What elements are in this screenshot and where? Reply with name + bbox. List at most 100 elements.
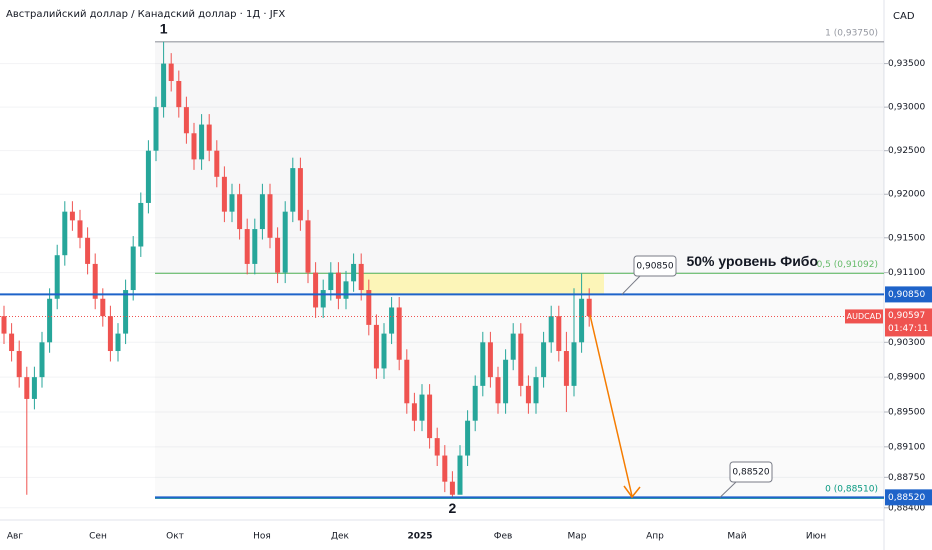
candle-body [221,176,227,212]
candle-body [419,394,425,421]
price-badge-label: 0,90850 [888,290,925,300]
price-badge [885,489,932,506]
candle-body [191,133,197,160]
callout-box [729,461,773,483]
candle-body [434,438,440,456]
callout-pointer [719,481,737,498]
candle-body [92,263,98,299]
candle-body [305,220,311,273]
price-badge-label: 0,88520 [888,493,925,503]
candle-body [449,481,455,495]
x-tick-label: Ноя [253,532,271,542]
point-label: 1 [160,21,168,37]
x-tick-label: Май [727,532,746,542]
candle-body [138,202,144,247]
candle-body [85,237,91,264]
candle-body [39,342,45,378]
candle-body [465,420,471,456]
y-tick-label: 0,93000 [888,103,925,113]
candle-body [518,333,524,386]
candle-body [343,281,349,299]
candle-body [351,263,357,282]
candle-body [373,324,379,369]
candle-body [282,211,288,273]
candle-body [290,168,296,212]
candle-body [571,342,577,386]
candle-body [556,316,562,352]
forecast-arrowhead [623,485,641,499]
currency: CAD [893,11,915,22]
candle-body [366,290,372,325]
candle-body [525,385,531,404]
x-tick-label: Мар [568,532,587,542]
candle-body [411,403,417,421]
candle-body [358,263,364,291]
candle-body [24,377,30,399]
candle-body [480,342,486,386]
x-tick-label: Авг [7,532,23,542]
candle-body [389,307,395,334]
candle-body [115,333,121,352]
x-tick-label: 2025 [407,532,432,542]
y-tick-label: 0,91500 [888,233,925,243]
price-badge [885,286,932,303]
candle-body [381,333,387,369]
forecast-arrow [589,314,633,497]
candle-body [472,385,478,421]
candle-body [533,377,539,404]
y-tick-label: 0,90300 [888,338,925,348]
candle-body [510,333,516,360]
candle-body [335,272,341,299]
price-badge [885,308,932,337]
candle-body [123,290,129,334]
fib-label: 0 (0,88510) [825,485,878,495]
y-tick-label: 0,89900 [888,373,925,383]
candle-body [130,246,136,291]
y-tick-label: 0,88750 [888,473,925,483]
candle-body [16,351,22,378]
candle-body [31,377,37,399]
timer-label: 01:47:11 [888,324,928,334]
candle-body [328,272,334,291]
x-tick-label: Дек [331,532,350,542]
candle-body [161,63,167,108]
y-tick-label: 0,92500 [888,146,925,156]
fib-note: 50% уровень Фибо [686,253,818,269]
candle-body [297,168,303,221]
y-tick-label: 0,92000 [888,190,925,200]
candle-body [503,359,509,404]
callout-label: 0,88520 [732,468,769,478]
y-tick-label: 0,89100 [888,442,925,452]
fib-label: 0,5 (0,91092) [817,260,878,270]
x-tick-label: Фев [494,532,513,542]
candle-body [495,377,501,404]
candle-body [237,194,243,230]
x-tick-label: Сен [89,532,107,542]
candle-body [267,194,273,238]
fib-zone [155,41,884,274]
callout-pointer [621,275,641,295]
candle-body [107,316,113,352]
y-tick-label: 0,89500 [888,407,925,417]
candle-body [548,316,554,343]
x-tick-label: Апр [646,532,664,542]
candle-body [244,229,250,264]
callout-label: 0,90850 [636,262,673,272]
candle-body [427,394,433,439]
symbol-badge [845,309,883,324]
candle-body [69,211,75,221]
fib-label: 1 (0,93750) [825,28,878,38]
candle-body [168,63,174,82]
candle-body [457,455,463,495]
candle-body [229,194,235,212]
candle-body [275,237,281,273]
y-tick-label: 0,91100 [888,268,925,278]
candle-body [145,150,151,203]
symbol-label: AUDCAD [847,312,882,321]
candle-body [153,107,159,151]
y-tick-label: 0,88400 [888,503,925,513]
candle-body [442,455,448,482]
candle-body [404,359,410,404]
candle-body [320,290,326,308]
